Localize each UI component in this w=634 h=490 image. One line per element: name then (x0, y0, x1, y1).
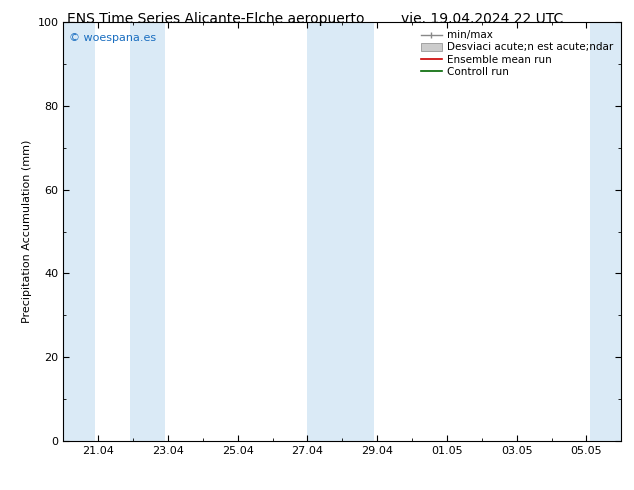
Text: © woespana.es: © woespana.es (69, 32, 156, 43)
Text: vie. 19.04.2024 22 UTC: vie. 19.04.2024 22 UTC (401, 12, 563, 26)
Text: ENS Time Series Alicante-Elche aeropuerto: ENS Time Series Alicante-Elche aeropuert… (67, 12, 365, 26)
Bar (129, 22, 165, 441)
Legend: min/max, Desviaci acute;n est acute;ndar, Ensemble mean run, Controll run: min/max, Desviaci acute;n est acute;ndar… (418, 27, 616, 80)
Bar (60, 22, 95, 441)
Bar (307, 22, 374, 441)
Bar (590, 22, 625, 441)
Y-axis label: Precipitation Accumulation (mm): Precipitation Accumulation (mm) (22, 140, 32, 323)
